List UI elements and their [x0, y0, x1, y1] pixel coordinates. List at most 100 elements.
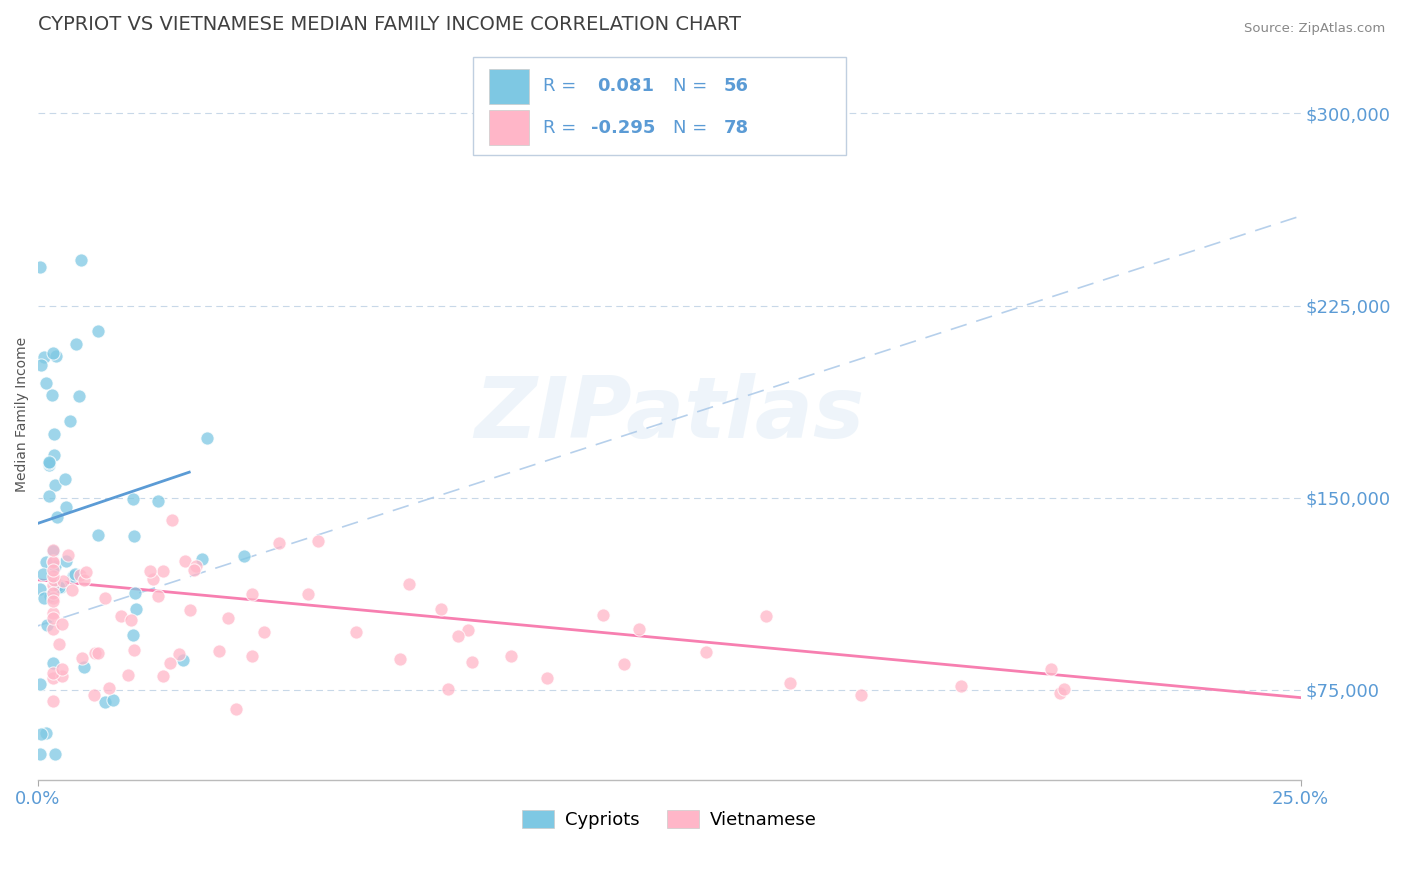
Cypriots: [42, 346, 65, 360]
Cypriots: [72, 660, 94, 674]
Vietnamese: [461, 656, 484, 670]
Vietnamese: [42, 585, 65, 599]
Vietnamese: [949, 679, 972, 693]
Cypriots: [30, 260, 52, 275]
Cypriots: [195, 431, 218, 445]
Cypriots: [38, 455, 60, 469]
Cypriots: [146, 494, 169, 508]
Vietnamese: [183, 564, 205, 578]
Cypriots: [172, 653, 194, 667]
Cypriots: [87, 528, 110, 542]
Cypriots: [233, 549, 256, 564]
Vietnamese: [592, 608, 614, 623]
Cypriots: [32, 566, 55, 581]
Vietnamese: [122, 643, 145, 657]
Vietnamese: [42, 555, 65, 569]
Vietnamese: [398, 576, 420, 591]
Vietnamese: [344, 624, 367, 639]
Cypriots: [125, 602, 148, 616]
Cypriots: [35, 555, 58, 569]
Vietnamese: [84, 646, 107, 660]
Vietnamese: [437, 682, 460, 697]
Cypriots: [45, 350, 67, 364]
Vietnamese: [307, 533, 329, 548]
Vietnamese: [42, 577, 65, 591]
Vietnamese: [42, 666, 65, 681]
Cypriots: [38, 458, 60, 472]
Cypriots: [59, 414, 82, 428]
Text: 56: 56: [724, 78, 748, 95]
Vietnamese: [42, 543, 65, 558]
Text: N =: N =: [673, 119, 713, 136]
Vietnamese: [42, 622, 65, 636]
Vietnamese: [613, 657, 636, 671]
Vietnamese: [142, 572, 165, 586]
Cypriots: [48, 581, 70, 595]
Cypriots: [46, 509, 69, 524]
FancyBboxPatch shape: [474, 57, 846, 155]
Cypriots: [30, 676, 52, 690]
Cypriots: [42, 656, 65, 670]
Vietnamese: [148, 589, 170, 603]
Vietnamese: [42, 563, 65, 577]
Vietnamese: [42, 671, 65, 685]
Cypriots: [103, 693, 125, 707]
Vietnamese: [240, 587, 263, 601]
Vietnamese: [162, 513, 184, 527]
Vietnamese: [75, 565, 97, 579]
Cypriots: [49, 581, 72, 595]
Vietnamese: [1040, 662, 1063, 676]
Cypriots: [30, 727, 52, 741]
Vietnamese: [779, 676, 801, 690]
Cypriots: [62, 569, 84, 583]
Vietnamese: [48, 637, 70, 651]
Text: -0.295: -0.295: [591, 119, 655, 136]
Cypriots: [42, 427, 65, 442]
Vietnamese: [225, 701, 247, 715]
Legend: Cypriots, Vietnamese: Cypriots, Vietnamese: [515, 803, 824, 837]
Text: R =: R =: [543, 78, 582, 95]
Vietnamese: [1053, 682, 1076, 697]
Vietnamese: [70, 651, 93, 665]
Vietnamese: [167, 647, 190, 661]
Cypriots: [42, 448, 65, 462]
Vietnamese: [42, 594, 65, 608]
Cypriots: [53, 472, 76, 486]
Cypriots: [55, 500, 77, 514]
FancyBboxPatch shape: [488, 111, 529, 145]
Vietnamese: [174, 554, 197, 568]
Text: ZIPatlas: ZIPatlas: [474, 373, 865, 456]
Cypriots: [87, 324, 110, 338]
Cypriots: [32, 591, 55, 606]
Cypriots: [37, 617, 59, 632]
Cypriots: [69, 252, 91, 267]
Vietnamese: [186, 559, 208, 574]
Vietnamese: [501, 648, 523, 663]
Vietnamese: [253, 624, 276, 639]
Vietnamese: [240, 649, 263, 664]
Cypriots: [44, 747, 66, 761]
Cypriots: [65, 337, 87, 351]
Vietnamese: [208, 644, 231, 658]
Vietnamese: [389, 652, 412, 666]
Cypriots: [122, 628, 145, 642]
Vietnamese: [98, 681, 121, 696]
Vietnamese: [42, 554, 65, 568]
Vietnamese: [152, 669, 174, 683]
Vietnamese: [60, 583, 83, 598]
Cypriots: [38, 589, 60, 603]
Vietnamese: [1049, 686, 1071, 700]
Vietnamese: [44, 573, 66, 587]
Y-axis label: Median Family Income: Median Family Income: [15, 337, 30, 492]
Cypriots: [34, 726, 56, 740]
Cypriots: [67, 389, 90, 403]
Vietnamese: [42, 694, 65, 708]
Vietnamese: [51, 662, 73, 676]
Cypriots: [34, 350, 56, 364]
Cypriots: [41, 388, 63, 402]
Vietnamese: [754, 608, 776, 623]
Cypriots: [35, 376, 58, 390]
Vietnamese: [110, 608, 132, 623]
Cypriots: [124, 586, 146, 600]
Vietnamese: [695, 645, 717, 659]
